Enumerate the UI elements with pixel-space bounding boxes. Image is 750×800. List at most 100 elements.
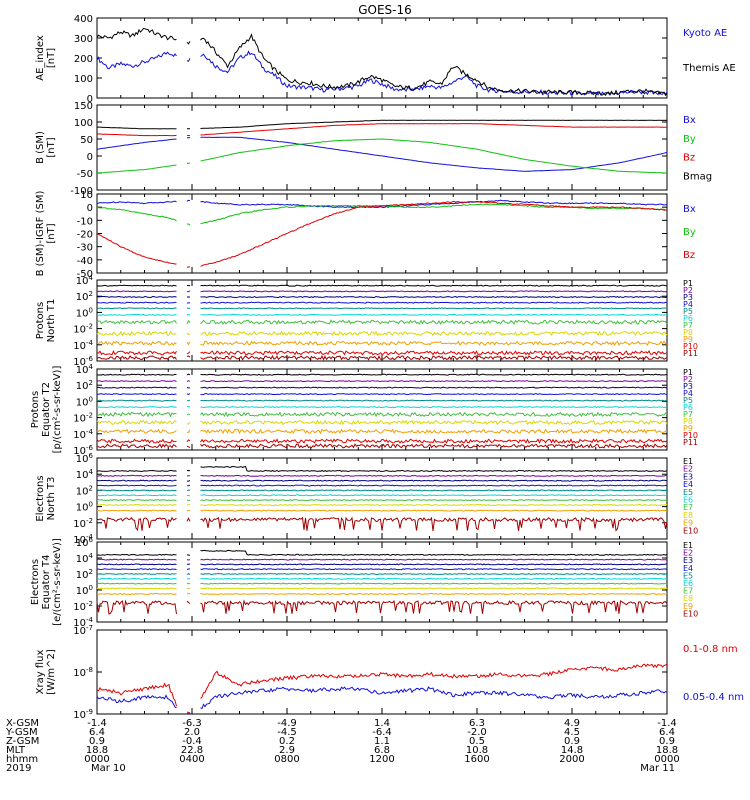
y-tick-label: -30 [77,243,93,254]
footer-row-label: X-GSM [6,718,39,729]
series-line-b_sm-By [200,138,668,174]
legend-electrons_equator-E1: E1 [683,541,693,550]
legend-protons_north-P9: P9 [683,335,693,344]
y-tick-label: 200 [74,54,93,65]
legend-protons_north-P11: P11 [683,349,698,358]
legend-protons_north-P8: P8 [683,328,693,337]
footer-row-label: Z-GSM [6,736,39,747]
legend-electrons_equator-E9: E9 [683,602,693,611]
series-line-protons_equator-P3 [200,386,668,389]
legend-electrons_equator-E6: E6 [683,579,693,588]
footer-value: 18.8 [656,745,678,756]
legend-protons_equator-P4: P4 [683,389,693,398]
series-line-protons_equator-P2 [186,380,191,383]
series-line-electrons_north-E1 [200,465,668,472]
series-line-electrons_equator-E1 [200,549,668,556]
legend-electrons_north-E6: E6 [683,496,693,505]
series-line-protons_equator-P8 [96,419,177,425]
series-line-protons_equator-P8 [186,421,191,425]
series-line-electrons_equator-E7 [186,582,191,585]
footer-row-label: Y-GSM [5,727,38,738]
legend-electrons_north-E5: E5 [683,488,693,497]
footer-value: 22.8 [181,745,203,756]
footer-value: -2.0 [467,727,487,738]
legend-protons_north-P7: P7 [683,321,693,330]
footer-value: 0.2 [279,736,295,747]
footer-value: -6.4 [372,727,392,738]
legend-b_minus_igrf-By: By [683,227,696,238]
footer-value: 6.4 [659,727,675,738]
y-tick-label: 10-4 [73,533,93,546]
series-line-protons_equator-P1 [96,373,177,376]
series-line-xray_flux-0-05-0-4-nm [96,694,177,709]
series-line-protons_equator-P10 [200,438,668,445]
panel-xray_flux: 10-9 10-8 10-7 Xray flux[W/m^2] 0.1-0.8 nm 0.… [35,624,744,721]
footer-value: 0000 [84,754,109,765]
series-line-electrons_equator-E8 [96,587,177,590]
series-line-xray_flux-0-1-0-8-nm [200,663,668,699]
series-line-electrons_equator-E6 [96,577,177,580]
footer-value: -4.5 [277,727,297,738]
y-tick-label: 100 [76,584,93,597]
series-line-electrons_north-E7 [200,499,668,502]
y-axis-label: B (SM)[nT] [35,131,57,164]
series-line-b_sm-Bz [200,123,668,136]
legend-b_minus_igrf-Bx: Bx [683,204,696,215]
series-line-electrons_north-E8 [200,503,668,507]
footer-value: 14.8 [561,745,583,756]
y-tick-label: 10-4 [73,339,93,352]
legend-protons_equator-P5: P5 [683,396,693,405]
legend-protons_north-P5: P5 [683,307,693,316]
legend-electrons_equator-E4: E4 [683,564,693,573]
series-line-electrons_equator-E6 [200,577,667,580]
y-axis-label: Xray flux[W/m^2] [35,649,57,695]
footer-value: 0800 [274,754,299,765]
footer-value: 1.4 [374,718,390,729]
series-line-protons_north-P7 [186,319,191,325]
y-tick-label: -20 [77,230,93,241]
series-line-electrons_equator-E3 [96,563,177,566]
y-tick-label: 10-8 [73,666,93,679]
series-line-electrons_equator-E4 [186,568,191,570]
footer-value: 0.9 [564,736,580,747]
footer-value: 18.8 [86,745,108,756]
series-line-protons_equator-P2 [97,380,177,383]
series-line-protons_equator-P3 [186,387,191,389]
y-axis-label: AE_index[nT] [35,35,57,81]
series-line-electrons_north-E2 [200,474,668,477]
legend-b_sm-Bmag: Bmag [683,171,712,182]
series-line-protons_north-P11 [200,354,668,361]
legend-electrons_north-E8: E8 [683,511,693,520]
series-line-b_minus_igrf-Bx [96,200,177,205]
series-line-b_sm-By [186,162,191,165]
series-line-electrons_equator-E2 [200,558,668,561]
series-line-protons_equator-P9 [96,428,177,435]
y-tick-label: 102 [76,484,93,497]
footer-value: 4.9 [564,718,580,729]
series-line-electrons_north-E9 [97,509,177,512]
y-tick-label: 0 [87,94,93,105]
legend-electrons_north-E3: E3 [683,472,693,481]
series-line-b_minus_igrf-By [186,223,191,226]
footer-value: 0400 [179,754,204,765]
series-line-b_minus_igrf-Bx [186,199,191,202]
legend-protons_equator-P10: P10 [683,431,698,440]
series-line-protons_north-P1 [200,284,668,287]
series-line-electrons_north-E2 [97,474,177,477]
legend-xray_flux-0-1-0-8-nm: 0.1-0.8 nm [683,644,738,655]
y-tick-label: -100 [70,186,93,197]
series-line-electrons_equator-E2 [96,558,177,561]
series-line-electrons_equator-E8 [186,587,191,590]
series-line-protons_equator-P11 [200,443,668,449]
series-line-protons_north-P4 [200,301,668,304]
series-line-protons_north-P8 [186,332,191,336]
series-line-b_sm-Bx [200,136,668,172]
y-tick-label: 10-7 [73,624,93,637]
y-tick-label: 10-9 [73,708,93,721]
series-line-electrons_north-E9 [200,509,668,512]
footer-value: 2.0 [184,727,200,738]
series-line-electrons_north-E4 [200,484,668,487]
y-tick-label: 0 [87,203,93,214]
y-tick-label: 100 [76,501,93,514]
footer-value: -4.9 [277,718,297,729]
